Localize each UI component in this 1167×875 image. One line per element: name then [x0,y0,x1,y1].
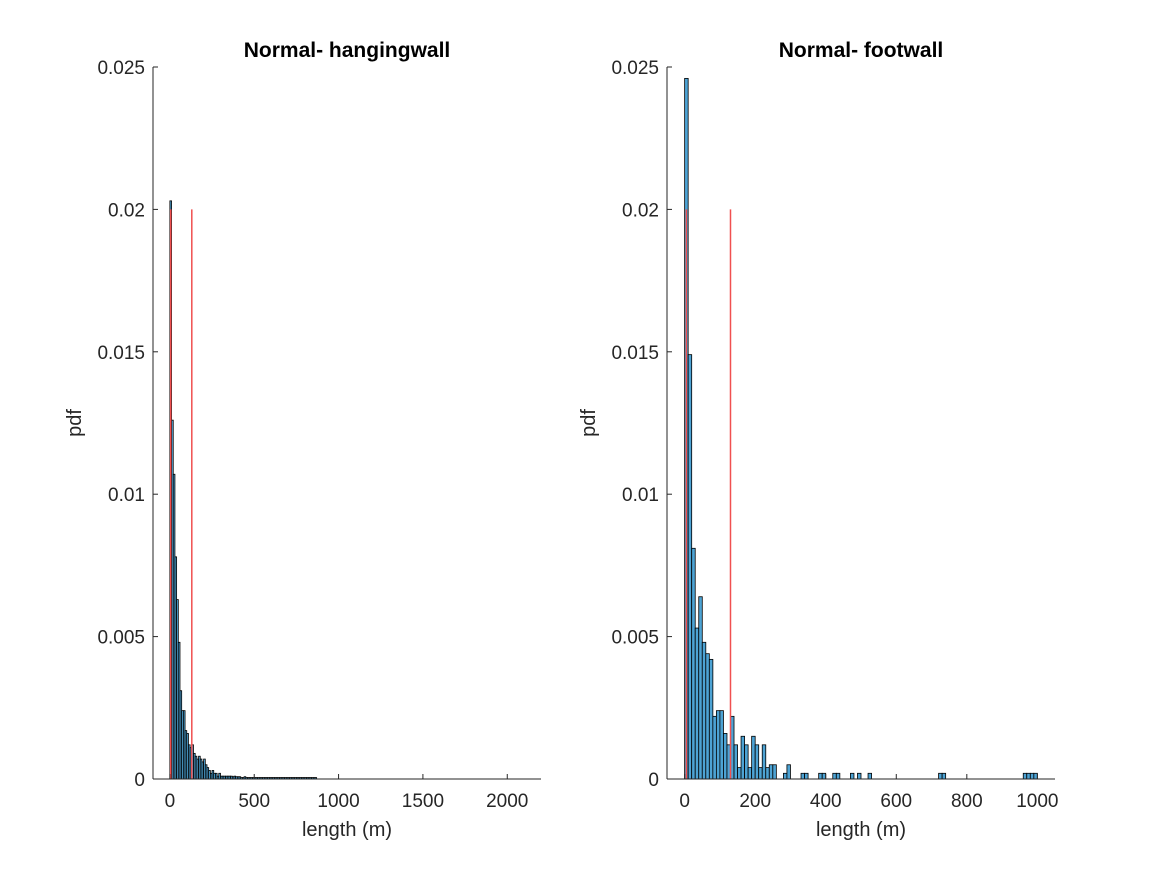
histogram-bar [744,744,749,780]
histogram-bar [715,710,721,780]
histogram-bar [818,772,823,780]
histogram-bar [768,764,774,780]
y-tick-label: 0.025 [611,58,659,79]
hangingwall-panel: Normal- hangingwall length (m) pdf 0 0.00… [64,39,541,841]
x-tick-label: 500 [238,791,270,812]
histogram-bar [1029,772,1035,780]
x-tick-label: 1000 [1016,791,1058,812]
y-axis-label: pdf [578,409,600,437]
histogram-bar [701,641,707,780]
footwall-panel: Normal- footwall length (m) pdf 0 0.005 0.… [578,39,1059,841]
x-axis-label: length (m) [302,819,392,841]
y-tick-label: 0 [648,770,659,791]
histogram-bar [698,596,703,780]
y-tick-label: 0.025 [97,58,145,79]
x-axis-label: length (m) [816,819,906,841]
histogram-bar [783,772,788,780]
histogram-bar [867,772,872,780]
histogram-bar [1022,772,1028,780]
chart-title: Normal- footwall [779,39,944,62]
histogram-bar [694,627,700,780]
histogram-bar [737,767,742,780]
histogram-bar [723,733,728,780]
y-tick-label: 0.005 [97,628,145,649]
x-tick-label: 0 [679,791,690,812]
histogram-bar [719,710,724,780]
x-tick-label: 400 [810,791,842,812]
x-tick-label: 1000 [317,791,359,812]
histogram-bar [740,735,746,780]
histogram-bars [684,77,1038,780]
histogram-bar [941,772,947,780]
histogram-bar [938,772,943,780]
histogram-bar [754,744,760,780]
histogram-bar [758,767,763,780]
histogram-bar [857,772,862,780]
histogram-bar [1033,772,1038,780]
y-tick-label: 0.015 [611,343,659,364]
histogram-bar [705,653,710,780]
histogram-bar [786,764,791,780]
x-tick-label: 600 [880,791,912,812]
y-tick-label: 0.015 [97,343,145,364]
y-tick-label: 0.01 [622,485,659,506]
x-tick-label: 800 [951,791,983,812]
histogram-bar [761,744,767,780]
chart-title: Normal- hangingwall [244,39,451,62]
histogram-bar [832,772,837,780]
histogram-bar [712,715,717,780]
y-tick-label: 0.02 [622,200,659,221]
histogram-bar [747,767,753,780]
histogram-bar [835,772,841,780]
histogram-bar [708,658,714,780]
histogram-bar [804,772,809,780]
histogram-bar [772,764,777,780]
y-axis-label: pdf [64,409,86,437]
x-tick-label: 1500 [402,791,444,812]
y-tick-label: 0.02 [108,200,145,221]
histogram-bar [1026,772,1031,780]
histogram-bar [687,354,693,780]
y-tick-label: 0.01 [108,485,145,506]
histogram-bar [691,547,696,780]
histogram-bar [751,735,756,780]
x-tick-label: 200 [739,791,771,812]
histogram-bar [800,772,805,780]
y-tick-label: 0.005 [611,628,659,649]
y-tick-label: 0 [134,770,145,791]
x-tick-label: 2000 [486,791,528,812]
histogram-bar [765,767,770,780]
histogram-bar [850,772,855,780]
x-tick-label: 0 [165,791,176,812]
histogram-bar [821,772,827,780]
histogram-bar [733,744,738,780]
